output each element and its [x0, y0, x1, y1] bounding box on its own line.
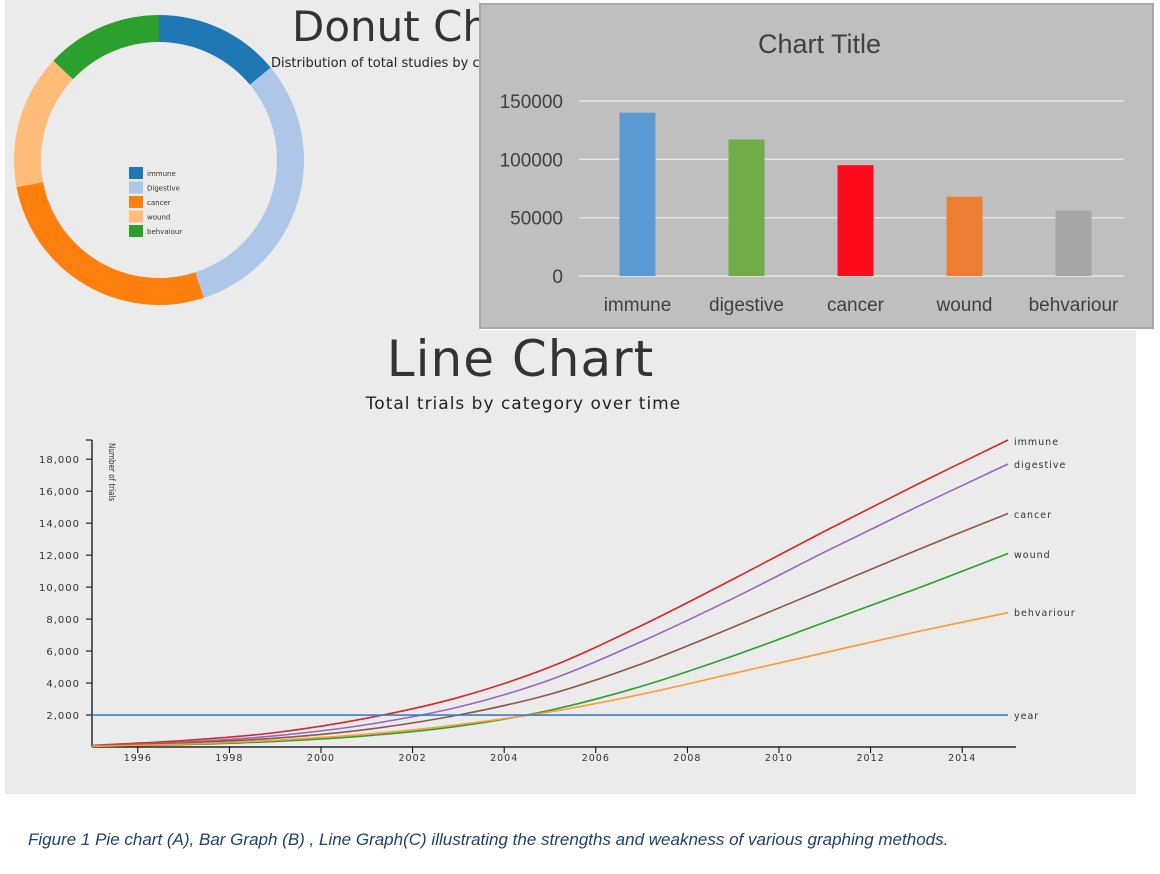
- line-ytick-16000: 16,000: [39, 487, 80, 498]
- donut-legend-swatch-3: [129, 210, 143, 223]
- bar-xlabel-wound: wound: [936, 295, 993, 316]
- bar-immune: [619, 112, 656, 277]
- line-series-cancer: [91, 512, 1009, 747]
- donut-chart-subtitle: Distribution of total studies by categor…: [271, 56, 480, 71]
- line-ytick-2000: 2,000: [46, 711, 80, 722]
- line-ytick-6000: 6,000: [46, 647, 80, 658]
- donut-legend-swatch-0: [129, 167, 143, 179]
- donut-legend-label-1: Digestive: [147, 185, 180, 193]
- donut-legend-swatch-1: [129, 181, 143, 194]
- line-chart-title: Line Chart: [386, 330, 655, 388]
- bar-behvariour: [1055, 210, 1092, 276]
- donut-slice-cancer: [16, 182, 204, 306]
- line-series-digestive: [91, 463, 1009, 747]
- donut-chart-title: Donut Chart: [292, 2, 480, 51]
- bar-ytick-100000: 100000: [500, 150, 563, 171]
- donut-legend-label-4: behvaiour: [147, 228, 182, 236]
- line-xtick-2002: 2002: [399, 753, 427, 764]
- line-xtick-1996: 1996: [124, 753, 152, 764]
- line-series-immune: [91, 439, 1009, 747]
- line-chart-panel: Line Chart Total trials by category over…: [5, 330, 1136, 794]
- line-series-label-year: year: [1014, 711, 1039, 722]
- line-xtick-1998: 1998: [215, 753, 243, 764]
- line-xtick-2012: 2012: [857, 753, 885, 764]
- donut-slice-behvaiour: [53, 15, 160, 80]
- bar-chart-panel: Chart Title 0 50000 100000 150000 immune dige…: [479, 3, 1154, 329]
- donut-chart-panel: Donut Chart Distribution of total studie…: [5, 0, 480, 330]
- donut-slice-digestive: [195, 67, 304, 298]
- line-xtick-2000: 2000: [307, 753, 335, 764]
- line-ytick-18000: 18,000: [39, 455, 80, 466]
- bar-xlabel-behvariour: behvariour: [1029, 295, 1119, 316]
- line-ytick-10000: 10,000: [39, 583, 80, 594]
- donut-legend-label-0: immune: [147, 170, 176, 178]
- bar-cancer: [837, 165, 874, 276]
- bar-xlabel-immune: immune: [604, 295, 672, 316]
- bar-ytick-0: 0: [552, 267, 563, 288]
- line-series-behvariour: [91, 611, 1009, 748]
- bar-chart: 0 50000 100000 150000 immune digestive cancer w…: [500, 92, 1124, 316]
- bar-xlabel-digestive: digestive: [709, 295, 784, 316]
- line-ytick-4000: 4,000: [46, 679, 80, 690]
- line-series-label-behvariour: behvariour: [1014, 608, 1076, 619]
- figure-caption: Figure 1 Pie chart (A), Bar Graph (B) , …: [28, 830, 949, 849]
- donut-legend-swatch-2: [129, 196, 143, 208]
- line-series-wound: [91, 552, 1009, 748]
- line-ytick-12000: 12,000: [39, 551, 80, 562]
- line-ytick-8000: 8,000: [46, 615, 80, 626]
- line-series-label-cancer: cancer: [1014, 510, 1052, 521]
- donut-slice-wound: [13, 60, 73, 188]
- bar-digestive: [728, 139, 765, 276]
- line-chart-subtitle: Total trials by category over time: [365, 394, 682, 414]
- donut-legend-swatch-4: [129, 225, 143, 237]
- donut-slice-immune: [159, 15, 271, 85]
- line-ylabel: Number of trials: [107, 443, 118, 501]
- bar-xlabel-cancer: cancer: [827, 295, 885, 316]
- line-xtick-2014: 2014: [948, 753, 976, 764]
- line-series-label-digestive: digestive: [1014, 460, 1066, 471]
- donut-chart: immune Digestive cancer wound behvaiour: [13, 15, 304, 306]
- line-xtick-2008: 2008: [673, 753, 701, 764]
- bar-ytick-150000: 150000: [500, 92, 563, 113]
- line-series-label-wound: wound: [1014, 550, 1051, 561]
- bar-ytick-50000: 50000: [510, 209, 563, 230]
- donut-legend-label-3: wound: [147, 214, 170, 222]
- line-xtick-2006: 2006: [582, 753, 610, 764]
- line-ytick-14000: 14,000: [39, 519, 80, 530]
- line-series-label-immune: immune: [1014, 437, 1059, 448]
- donut-legend-label-2: cancer: [147, 199, 171, 207]
- line-xtick-2004: 2004: [490, 753, 518, 764]
- line-xtick-2010: 2010: [765, 753, 793, 764]
- line-chart: 2,000 4,000 6,000 8,000 10,000 12,000 14,000 16…: [39, 437, 1076, 764]
- bar-chart-title: Chart Title: [757, 29, 882, 59]
- bar-wound: [946, 196, 983, 276]
